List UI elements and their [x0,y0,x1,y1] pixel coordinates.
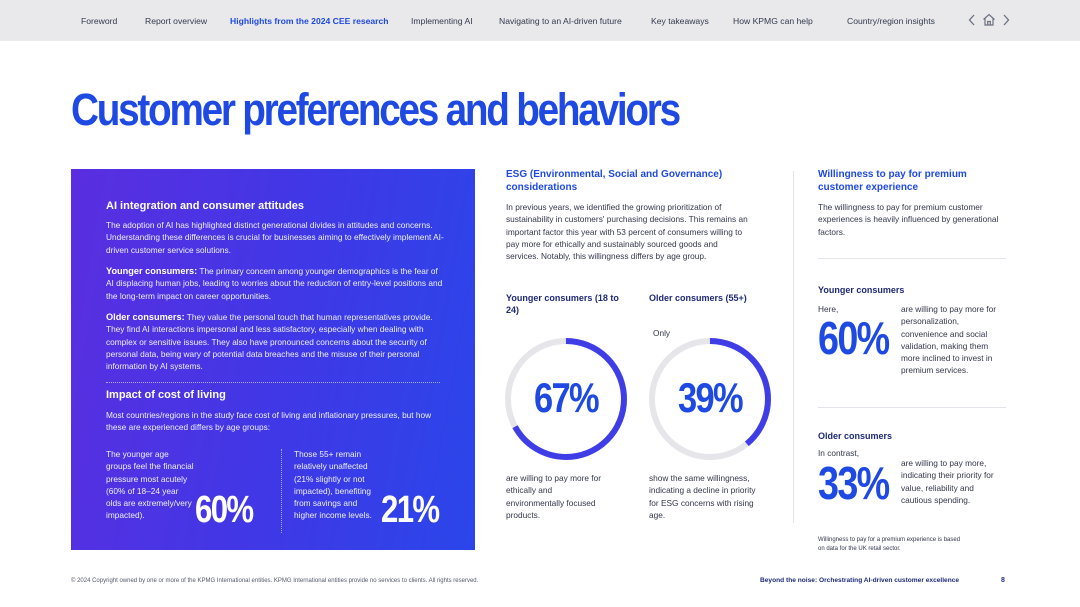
page-number: 8 [1001,577,1005,584]
nav-arrows [968,13,1010,26]
premium-divider-2 [818,407,1006,408]
premium-intro: The willingness to pay for premium custo… [818,202,999,237]
younger-cost-stat-text: The younger age groups feel the financia… [106,449,194,521]
esg-older-prefix: Only [653,328,671,338]
stat-divider [281,449,282,533]
esg-younger-caption: are willing to pay more for ethically an… [506,473,601,520]
older-label: Older consumers: [106,312,185,322]
footer-report-title: Beyond the noise: Orchestrating AI-drive… [760,577,960,584]
chevron-right-icon[interactable] [1002,14,1010,26]
younger-label: Younger consumers: [106,266,198,276]
cost-of-living-text: Most countries/regions in the study face… [106,410,432,433]
older-esg-value: 39% [677,374,744,421]
younger-cost-stat-value: 60% [195,489,254,531]
home-icon[interactable] [982,13,996,26]
older-donut-fill [649,338,771,460]
older-text: They value the personal touch that human… [106,312,433,372]
page-title: Customer preferences and behaviors [71,84,681,135]
nav-item-implementing-ai[interactable]: Implementing AI [411,16,473,26]
premium-younger-text: are willing to pay more for personalizat… [901,304,996,376]
footer-copyright: © 2024 Copyright owned by one or more of… [71,578,479,584]
esg-younger-heading: Younger consumers (18 to 24) [506,293,619,315]
older-cost-stat-value: 21% [381,489,440,531]
premium-older-text: are willing to pay more, indicating thei… [901,458,994,505]
nav-item-how-kpmg-can-help[interactable]: How KPMG can help [733,16,813,26]
esg-older-heading: Older consumers (55+) [649,293,747,303]
younger-esg-value: 67% [533,374,600,421]
panel-older-consumers: Older consumers: They value the personal… [106,311,446,372]
younger-donut-fill [505,338,627,460]
premium-younger-value: 60% [818,312,890,364]
esg-heading: ESG (Environmental, Social and Governanc… [506,169,723,193]
chevron-left-icon[interactable] [968,14,976,26]
panel-heading-ai-integration: AI integration and consumer attitudes [106,200,305,212]
premium-older-value: 33% [818,457,890,509]
premium-older-prefix: In contrast, [818,448,860,458]
younger-esg-donut [505,338,627,460]
ai-integration-panel: AI integration and consumer attitudes Th… [71,169,475,550]
nav-item-foreword[interactable]: Foreword [81,16,118,26]
nav-item-key-takeaways[interactable]: Key takeaways [651,16,709,26]
older-cost-stat-text: Those 55+ remain relatively unaffected (… [294,449,372,521]
panel-younger-consumers: Younger consumers: The primary concern a… [106,265,446,302]
premium-divider-1 [818,258,1006,259]
column-divider [793,171,794,523]
esg-older-caption: show the same willingness, indicating a … [649,473,756,520]
nav-item-highlights[interactable]: Highlights from the 2024 CEE research [230,16,389,26]
nav-item-report-overview[interactable]: Report overview [145,16,208,26]
premium-younger-prefix: Here, [818,304,839,314]
top-navigation: Foreword Report overview Highlights from… [0,0,1080,41]
esg-intro: In previous years, we identified the gro… [506,202,748,262]
panel-divider [106,382,440,383]
nav-item-country-region-insights[interactable]: Country/region insights [847,16,935,26]
premium-older-heading: Older consumers [818,431,893,441]
panel-intro: The adoption of AI has highlighted disti… [106,220,444,255]
premium-heading: Willingness to pay for premium customer … [818,169,967,193]
panel-heading-cost-of-living: Impact of cost of living [106,389,226,401]
older-esg-donut [649,338,771,460]
younger-text: The primary concern among younger demogr… [106,266,443,301]
premium-younger-heading: Younger consumers [818,285,905,295]
premium-footnote: Willingness to pay for a premium experie… [818,537,961,552]
nav-item-navigating[interactable]: Navigating to an AI-driven future [499,16,622,26]
